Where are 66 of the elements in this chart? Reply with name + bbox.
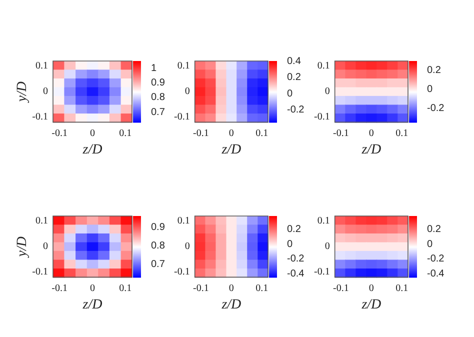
y-tick-label: -0.1 <box>314 112 330 123</box>
x-tick-label: 0 <box>228 128 234 139</box>
x-tick-label: 0 <box>228 282 234 294</box>
x-tick-label: -0.1 <box>333 282 349 294</box>
y-tick-label: 0.1 <box>36 216 48 227</box>
color-bar-label: -0.4 <box>287 268 305 280</box>
x-tick-label: 0.1 <box>256 282 268 294</box>
y-tick-label: 0.1 <box>36 60 48 72</box>
x-tick-label: 0.1 <box>119 282 132 294</box>
color-bar-label: -0.2 <box>287 104 305 116</box>
x-axis-title: z/D <box>360 142 382 158</box>
y-tick-label: 0 <box>324 241 330 252</box>
x-tick-label: 0 <box>368 128 374 139</box>
color-bar-label: 0.8 <box>151 92 166 104</box>
x-axis-title: z/D <box>360 297 382 312</box>
x-tick-label: 0 <box>90 128 95 139</box>
y-tick-label: 0.1 <box>177 60 190 72</box>
x-axis-title: z/D <box>82 297 102 312</box>
y-tick-label: 0 <box>184 241 190 252</box>
y-tick-label: -0.1 <box>32 266 48 278</box>
x-tick-label: 0.1 <box>256 128 268 139</box>
color-bar-label: 0 <box>427 84 433 95</box>
x-axis-title: z/D <box>82 142 102 158</box>
y-tick-label: 0 <box>324 86 330 98</box>
x-axis-title: z/D <box>220 297 242 312</box>
y-axis-title: y/D <box>15 81 30 104</box>
y-tick-label: 0.1 <box>317 216 330 227</box>
color-bar-label: 0.8 <box>151 240 166 252</box>
x-axis-title: z/D <box>220 142 242 158</box>
color-bar-label: 0.7 <box>151 106 166 118</box>
color-bar-label: 0.9 <box>151 78 166 89</box>
x-tick-label: 0.1 <box>119 128 132 139</box>
y-tick-label: 0.1 <box>317 60 330 72</box>
x-tick-label: -0.1 <box>52 282 68 294</box>
x-tick-label: -0.1 <box>193 282 209 294</box>
color-bar-label: -0.2 <box>427 102 445 114</box>
color-bar-label: 0.7 <box>151 258 166 270</box>
color-bar-label: -0.4 <box>427 268 445 280</box>
x-tick-label: 0 <box>368 282 374 294</box>
x-tick-label: 0.1 <box>396 128 408 139</box>
color-bar-label: 0.2 <box>427 224 442 236</box>
x-tick-label: -0.1 <box>193 128 209 139</box>
y-tick-label: -0.1 <box>314 266 330 278</box>
color-bar-label: 0.2 <box>287 72 302 84</box>
color-bar-label: -0.2 <box>427 254 445 265</box>
color-bar-label: 1 <box>151 63 157 74</box>
color-bar-label: 0 <box>287 238 293 250</box>
y-tick-label: -0.1 <box>32 112 48 123</box>
color-bar-label: -0.2 <box>287 254 305 265</box>
x-tick-label: -0.1 <box>333 128 349 139</box>
y-tick-label: 0 <box>184 86 190 98</box>
color-bar-label: 0.2 <box>427 65 442 76</box>
y-tick-label: 0 <box>43 241 48 252</box>
color-bar-label: 0 <box>427 238 433 250</box>
y-tick-label: -0.1 <box>174 112 190 123</box>
color-bar-label: 0 <box>287 88 293 100</box>
y-tick-label: 0.1 <box>177 216 190 227</box>
color-bar-label: 0.2 <box>287 224 302 236</box>
y-axis-title: y/D <box>15 236 30 259</box>
x-tick-label: 0 <box>90 282 95 294</box>
x-tick-label: 0.1 <box>396 282 408 294</box>
y-tick-label: 0 <box>43 86 48 98</box>
x-tick-label: -0.1 <box>52 128 68 139</box>
color-bar-label: 0.9 <box>151 222 166 233</box>
color-bar-label: 0.4 <box>287 56 302 67</box>
y-tick-label: -0.1 <box>174 266 190 278</box>
